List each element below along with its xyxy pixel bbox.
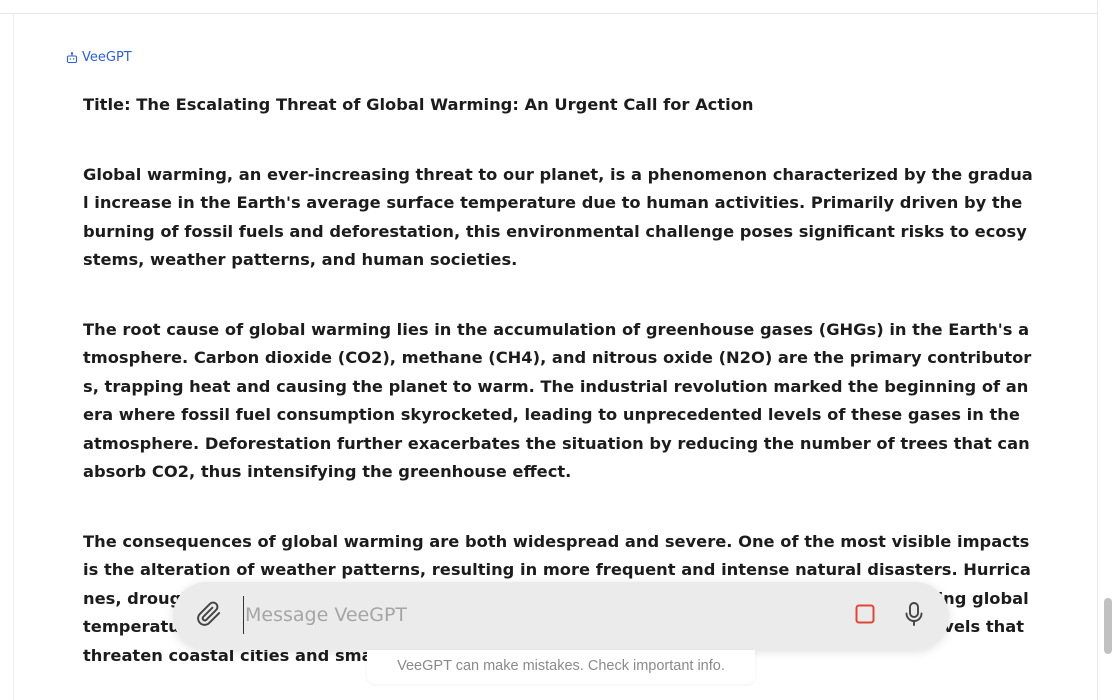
stop-button[interactable] — [853, 604, 877, 628]
message-title: Title: The Escalating Threat of Global W… — [83, 95, 754, 114]
message-sender: VeeGPT — [66, 50, 132, 65]
message-paragraph: The root cause of global warming lies in… — [83, 319, 1032, 482]
paperclip-icon — [196, 601, 222, 631]
robot-icon — [66, 51, 78, 64]
message-input[interactable] — [243, 596, 827, 634]
voice-input-button[interactable] — [901, 601, 927, 631]
message-paragraph: Global warming, an ever-increasing threa… — [83, 164, 1033, 270]
top-bar — [0, 0, 1098, 14]
sender-name: VeeGPT — [82, 50, 132, 65]
microphone-icon — [903, 601, 925, 631]
scrollbar[interactable] — [1097, 0, 1118, 700]
message-composer — [173, 582, 949, 650]
stop-icon — [854, 603, 876, 629]
scrollbar-thumb[interactable] — [1104, 598, 1112, 654]
sidebar-divider — [13, 14, 14, 700]
disclaimer-text: VeeGPT can make mistakes. Check importan… — [367, 650, 755, 684]
attach-button[interactable] — [195, 601, 223, 631]
